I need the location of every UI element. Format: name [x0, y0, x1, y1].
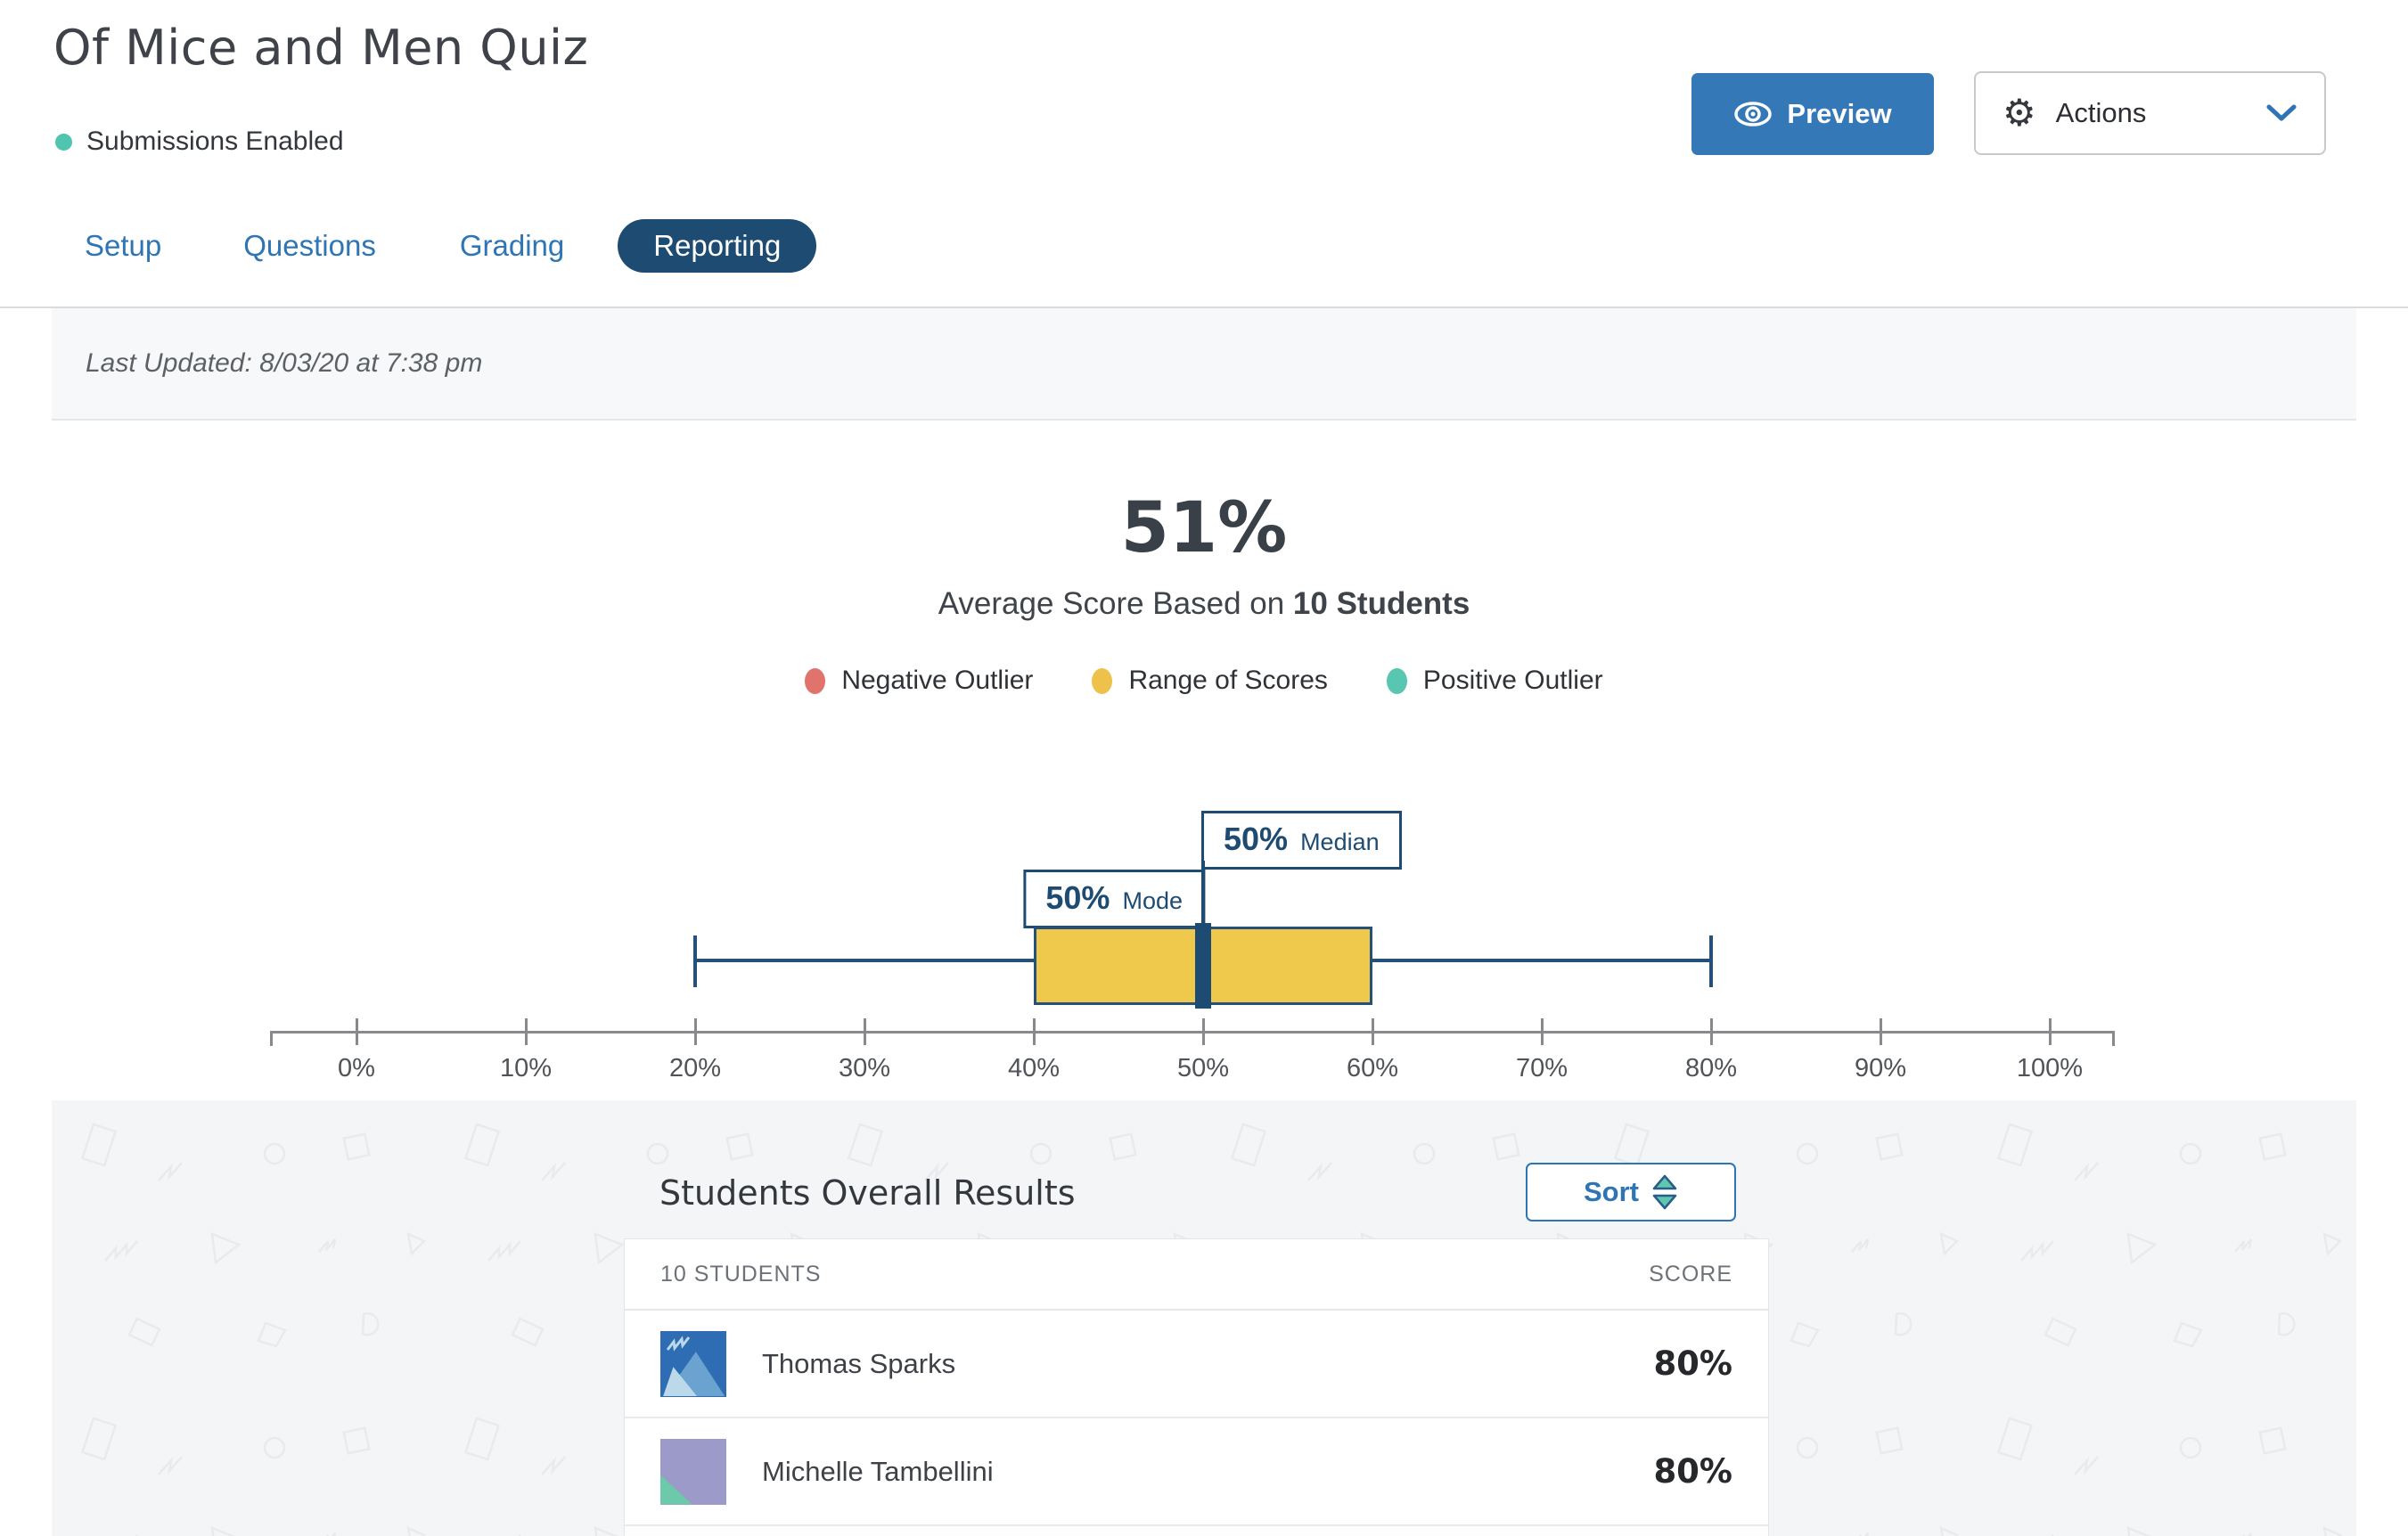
axis-tick-label: 50% [1176, 1054, 1230, 1083]
students-column-header: 10 STUDENTS [660, 1261, 822, 1287]
axis-tick [1032, 1018, 1036, 1045]
median-label: Median [1300, 829, 1380, 855]
legend-item-range-of-scores: Range of Scores [1092, 666, 1328, 696]
student-name: Michelle Tambellini [762, 1455, 994, 1487]
axis-tick-label: 80% [1684, 1054, 1738, 1083]
axis-tick-label: 60% [1346, 1054, 1399, 1083]
axis-tick-label: 30% [838, 1054, 891, 1083]
sort-button-label: Sort [1584, 1176, 1639, 1207]
submissions-status: Submissions Enabled [55, 127, 344, 157]
callout-connector-line [1201, 861, 1205, 928]
status-label: Submissions Enabled [86, 127, 344, 156]
boxplot-legend: Negative Outlier Range of Scores Positiv… [0, 663, 2408, 699]
students-results-heading: Students Overall Results [659, 1173, 1076, 1213]
tab-reporting[interactable]: Reporting [618, 219, 817, 273]
axis-tick [1879, 1018, 1882, 1045]
sort-arrows-icon [1652, 1174, 1677, 1210]
subtitle-prefix: Average Score Based on [938, 586, 1293, 621]
last-updated-text: Last Updated: 8/03/20 at 7:38 pm [86, 348, 483, 378]
table-row-partial [625, 1526, 1768, 1536]
preview-button-label: Preview [1787, 98, 1892, 129]
x-axis-right-endcap [2112, 1031, 2115, 1046]
tab-setup[interactable]: Setup [85, 229, 162, 262]
legend-item-positive-outlier: Positive Outlier [1386, 666, 1603, 696]
tab-bar: Setup Questions Grading Reporting [85, 219, 817, 273]
axis-tick-label: 90% [1854, 1054, 1907, 1083]
student-name: Thomas Sparks [762, 1347, 956, 1379]
students-results-table: 10 STUDENTS SCORE Thomas Sparks 80% Mich… [624, 1238, 1769, 1536]
student-score: 80% [1653, 1344, 1732, 1383]
table-row[interactable]: Thomas Sparks 80% [625, 1311, 1768, 1418]
axis-tick [863, 1018, 866, 1045]
axis-tick [1201, 1018, 1205, 1045]
gear-icon: ⚙ [2003, 91, 2036, 135]
negative-outlier-dot-icon [805, 667, 826, 694]
range-of-scores-dot-icon [1092, 667, 1113, 694]
legend-label: Negative Outlier [841, 666, 1034, 695]
x-axis-left-endcap [270, 1031, 273, 1046]
axis-tick [693, 1018, 697, 1045]
page-title: Of Mice and Men Quiz [53, 20, 589, 76]
positive-outlier-dot-icon [1386, 667, 1407, 694]
axis-tick [1540, 1018, 1544, 1045]
legend-label: Positive Outlier [1422, 666, 1603, 695]
axis-tick [2048, 1018, 2052, 1045]
axis-tick-label: 0% [338, 1054, 375, 1083]
actions-button[interactable]: ⚙ Actions [1974, 71, 2326, 155]
chevron-down-icon [2266, 104, 2297, 121]
avatar [660, 1330, 726, 1397]
last-updated-bar: Last Updated: 8/03/20 at 7:38 pm [52, 308, 2356, 421]
boxplot-min-cap [693, 935, 697, 987]
tab-questions[interactable]: Questions [243, 229, 376, 262]
student-score: 80% [1653, 1452, 1732, 1491]
axis-tick-label: 70% [1515, 1054, 1568, 1083]
legend-item-negative-outlier: Negative Outlier [805, 666, 1033, 696]
tab-grading[interactable]: Grading [459, 229, 565, 262]
boxplot-median-bar [1195, 923, 1211, 1009]
page-header: Of Mice and Men Quiz Submissions Enabled… [0, 0, 2408, 308]
average-score-value: 51% [1120, 488, 1288, 568]
axis-tick [1371, 1018, 1374, 1045]
score-column-header: SCORE [1649, 1261, 1732, 1287]
mode-callout: 50% Mode [1023, 870, 1205, 928]
average-score-subtitle: Average Score Based on 10 Students [0, 584, 2408, 624]
mode-value: 50% [1045, 879, 1110, 916]
eye-icon [1734, 102, 1773, 127]
x-axis-line [270, 1031, 2115, 1034]
median-value: 50% [1224, 821, 1289, 857]
median-callout: 50% Median [1201, 811, 1402, 870]
subtitle-student-count: 10 Students [1292, 586, 1470, 621]
avatar [660, 1438, 726, 1505]
axis-tick-label: 10% [499, 1054, 553, 1083]
students-results-section: Students Overall Results Sort 10 STUDENT… [52, 1100, 2356, 1536]
score-distribution-boxplot: 50% Median 50% Mode 0% 10% 20% 30% 40% 50% 60%… [0, 802, 2408, 1099]
table-row[interactable]: Michelle Tambellini 80% [625, 1418, 1768, 1526]
score-summary-section: 51% Average Score Based on 10 Students N… [0, 421, 2408, 1100]
legend-label: Range of Scores [1128, 666, 1328, 695]
mode-label: Mode [1122, 887, 1183, 914]
actions-button-label: Actions [2055, 97, 2147, 128]
axis-tick-label: 40% [1007, 1054, 1061, 1083]
preview-button[interactable]: Preview [1691, 73, 1934, 155]
axis-tick [1709, 1018, 1713, 1045]
axis-tick [524, 1018, 528, 1045]
boxplot-max-cap [1709, 935, 1713, 987]
status-dot-icon [55, 133, 72, 151]
sort-button[interactable]: Sort [1526, 1163, 1736, 1221]
table-header-row: 10 STUDENTS SCORE [625, 1239, 1768, 1311]
axis-tick-label: 20% [668, 1054, 722, 1083]
axis-tick [355, 1018, 358, 1045]
axis-tick-label: 100% [2016, 1054, 2084, 1083]
